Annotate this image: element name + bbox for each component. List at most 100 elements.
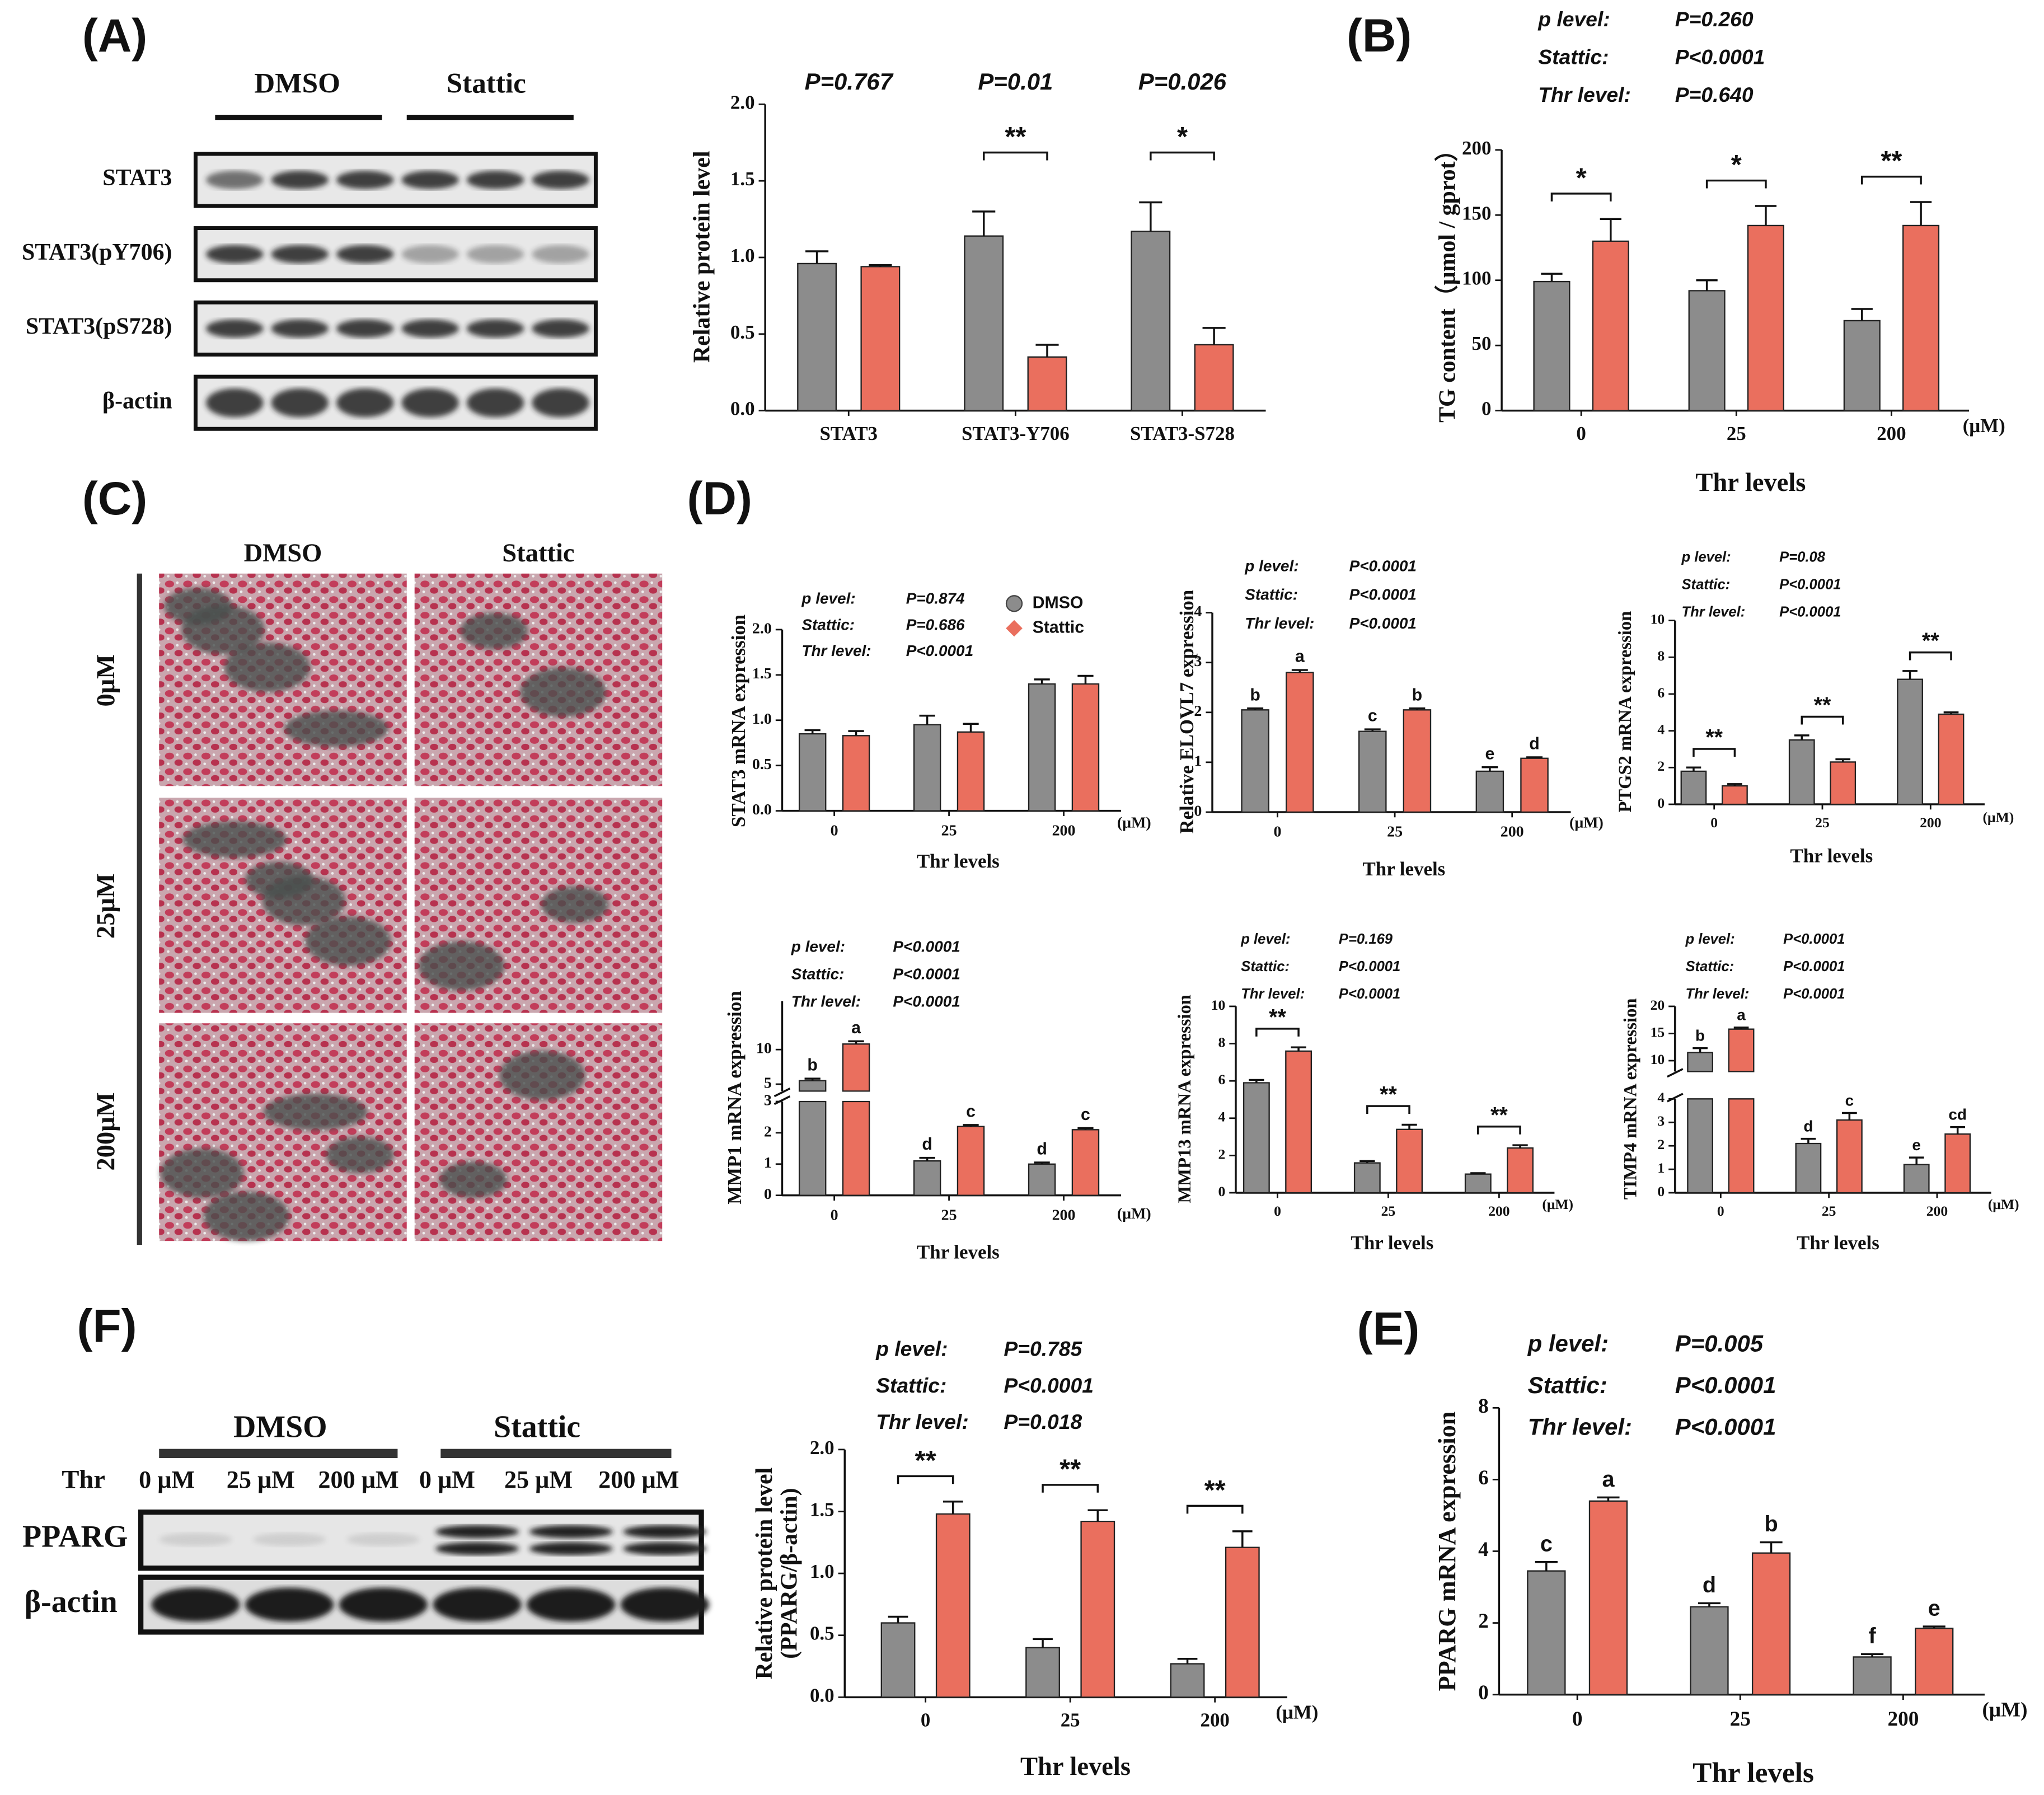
error-bar [1202,327,1226,345]
error-bar [1035,344,1059,357]
y-tick-label: 0.0 [730,398,755,420]
error-bar [963,723,979,732]
y-axis-label: MMP13 mRNA expression [1175,995,1195,1203]
y-tick-label: 10 [1211,997,1226,1013]
bar [935,1513,971,1698]
stat-value: P<0.0001 [1339,959,1400,974]
significance-bracket [1255,1028,1300,1037]
y-tick-label: 1.0 [810,1560,835,1582]
significance-mark: ** [1490,1103,1508,1127]
x-tick-label: 0 [1274,1203,1281,1219]
bar [1403,709,1432,813]
bar [842,735,870,812]
group-label: Stattic [447,67,526,99]
group-letter: c [966,1103,976,1121]
y-tick-label: 4 [1194,603,1202,620]
stat-label: Thr level: [1245,615,1314,632]
bar [1396,1128,1423,1194]
bar [1853,1656,1892,1695]
error-bar [1535,1560,1558,1571]
group-letter: a [851,1019,861,1037]
bar [1722,785,1748,805]
y-tick-label: 2 [1218,1146,1226,1162]
x-tick-label: 0 [1273,823,1281,841]
bar [1690,1606,1729,1695]
bar [1687,1052,1714,1194]
x-tick-label: 200 [1877,423,1906,444]
group-letter: d [1037,1140,1047,1159]
error-bar [1950,1126,1966,1135]
group-letter: c [1368,707,1377,725]
error-bar [1835,758,1851,762]
error-bar [1755,205,1777,226]
panel-letter: (D) [687,472,752,524]
error-bar [1909,1156,1924,1165]
y-axis-label: (PPARG/β-actin) [776,1488,802,1658]
y-tick-label: 4 [1478,1538,1489,1561]
x-unit: (μM) [1982,1698,2028,1721]
x-axis-label: Thr levels [1693,1757,1814,1789]
y-tick-label: 1.5 [752,665,772,682]
error-bar [1943,711,1959,715]
panel-letter: (F) [77,1300,137,1352]
stat-label: Stattic: [1538,45,1609,69]
y-axis-label: STAT3 mRNA expression [728,615,749,827]
bar [1915,1628,1954,1695]
error-bar [1401,1123,1417,1130]
stat-label: Stattic: [1685,959,1734,974]
bar [1903,1164,1930,1194]
significance-mark: ** [1705,725,1723,750]
significance-bracket [1366,1105,1410,1114]
y-tick-label: 1 [1194,752,1202,770]
error-bar [848,1040,864,1044]
y-tick-label: 15 [1651,1024,1665,1040]
panel-letter: (A) [82,9,147,62]
x-axis-label: Thr levels [1351,1232,1434,1254]
error-bar [1541,273,1563,282]
bar [1843,320,1881,411]
stat-value: P<0.0001 [1783,959,1845,974]
significance-bracket [1861,175,1922,185]
bar [1836,1119,1863,1194]
stat-label: Thr level: [1528,1414,1632,1440]
x-unit: (μM) [1117,1205,1151,1222]
y-tick-label: 0 [1218,1183,1226,1199]
p-value: P=0.026 [1138,68,1227,95]
error-bar [804,1077,821,1081]
stat-value: P<0.0001 [1675,1372,1776,1398]
y-axis-label: Relative protein level [752,1468,777,1680]
micrographs: DMSO Stattic 0μM 25μM 200μM [92,539,663,1245]
dark-region [541,886,609,923]
blot-band [206,388,264,418]
bar [957,731,985,812]
y-axis-label: TG content（μmol / gprot） [1434,138,1461,423]
stat-label: p level: [791,938,845,955]
blot-band [159,1532,232,1546]
error-bar [1597,1496,1620,1501]
bar [1688,290,1726,411]
blot-band [401,388,459,418]
stat-label: p level: [801,590,855,607]
bar [1680,770,1707,805]
y-tick-label: 1.0 [752,710,772,728]
error-bar [1033,1638,1053,1648]
blot-band [339,1587,428,1622]
panel-letter: (C) [82,472,147,524]
group-letter: c [1540,1531,1553,1556]
bar [798,1080,827,1196]
y-tick-label: 20 [1651,997,1665,1013]
x-axis-label: Thr levels [1797,1232,1879,1254]
blot-band [151,1587,240,1622]
blot-band [206,245,264,264]
y-axis-label: PTGS2 mRNA expression [1615,611,1635,813]
y-tick-label: 5 [764,1074,772,1091]
group-letter: e [1485,744,1494,763]
x-axis-label: Thr levels [1020,1752,1131,1781]
dark-region [439,1161,508,1198]
group-letter: b [1250,686,1260,704]
y-tick-label: 50 [1472,332,1492,354]
stat-label: p level: [1681,550,1731,565]
error-bar [972,210,996,236]
error-bar [1409,707,1426,710]
